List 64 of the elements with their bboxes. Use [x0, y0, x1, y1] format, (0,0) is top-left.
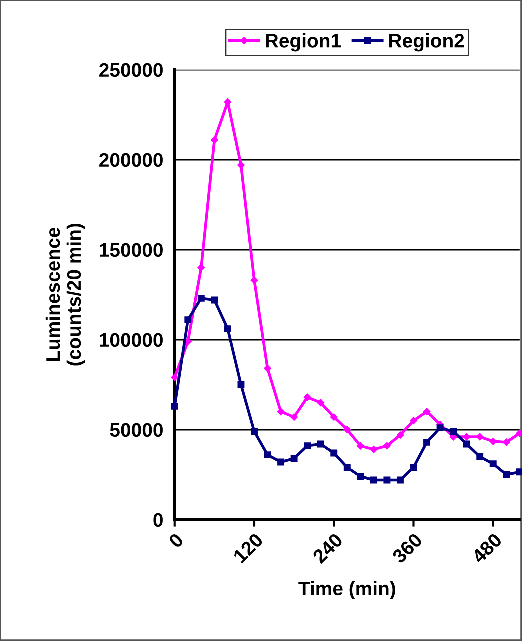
point: [384, 442, 391, 450]
point: [516, 468, 522, 476]
point: [370, 446, 378, 454]
point: [251, 428, 258, 436]
point: [423, 408, 431, 416]
point: [357, 473, 364, 480]
x-tick-label: 360: [391, 532, 424, 564]
point: [211, 296, 218, 304]
point: [250, 276, 258, 284]
point: [384, 476, 391, 484]
y-tick-label: 150000: [100, 243, 163, 258]
point: [317, 440, 324, 448]
x-tick-label: 480: [471, 532, 503, 564]
y-tick-label: 0: [154, 513, 163, 528]
point: [476, 433, 484, 441]
legend-label: Region1: [266, 34, 342, 52]
point: [410, 417, 418, 424]
point: [304, 394, 312, 402]
point: [264, 452, 272, 459]
point: [503, 471, 510, 478]
point: [397, 476, 404, 484]
point: [264, 365, 272, 372]
point: [330, 414, 338, 421]
y-tick-label: 200000: [100, 153, 163, 168]
point: [344, 426, 352, 434]
point: [278, 458, 285, 466]
y-axis-title: Luminescence (counts/20 min): [46, 224, 85, 366]
point: [211, 136, 218, 144]
point: [476, 453, 484, 460]
point: [277, 408, 285, 416]
point: [463, 433, 470, 441]
point: [436, 424, 444, 432]
point: [330, 450, 338, 457]
x-tick-label: 0: [168, 532, 184, 549]
point: [290, 455, 298, 462]
point: [171, 402, 178, 410]
point: [317, 399, 324, 406]
point: [396, 432, 404, 439]
point: [424, 438, 430, 446]
point: [490, 438, 498, 446]
point: [344, 464, 351, 472]
point: [224, 326, 232, 333]
point: [357, 442, 364, 450]
y-tick-label: 50000: [110, 423, 163, 438]
point: [370, 476, 378, 484]
y-tick-label: 100000: [100, 333, 163, 348]
x-tick-label: 240: [312, 532, 344, 564]
point: [490, 460, 497, 468]
point: [184, 316, 192, 324]
point: [503, 438, 510, 446]
point: [171, 374, 179, 382]
legend-label: Region2: [390, 34, 464, 52]
point: [450, 428, 458, 436]
point: [198, 294, 205, 302]
point: [463, 440, 470, 448]
point: [304, 442, 312, 450]
point: [290, 414, 298, 421]
point: [238, 162, 245, 169]
point: [198, 264, 206, 272]
x-tick-label: 120: [232, 532, 264, 564]
point: [410, 464, 418, 472]
x-axis-title: Time (min): [298, 581, 396, 600]
point: [238, 381, 245, 388]
y-tick-label: 250000: [100, 63, 163, 78]
